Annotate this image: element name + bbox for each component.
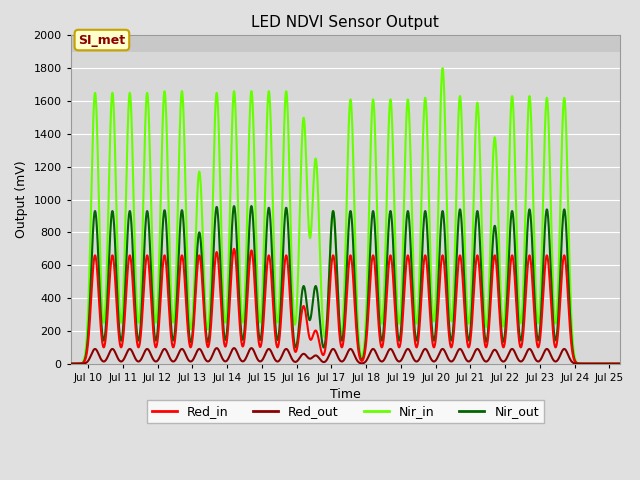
X-axis label: Time: Time	[330, 388, 361, 401]
Bar	[70, 36, 620, 52]
Y-axis label: Output (mV): Output (mV)	[15, 161, 28, 239]
Title: LED NDVI Sensor Output: LED NDVI Sensor Output	[252, 15, 439, 30]
Text: SI_met: SI_met	[78, 34, 125, 47]
Legend: Red_in, Red_out, Nir_in, Nir_out: Red_in, Red_out, Nir_in, Nir_out	[147, 400, 544, 423]
